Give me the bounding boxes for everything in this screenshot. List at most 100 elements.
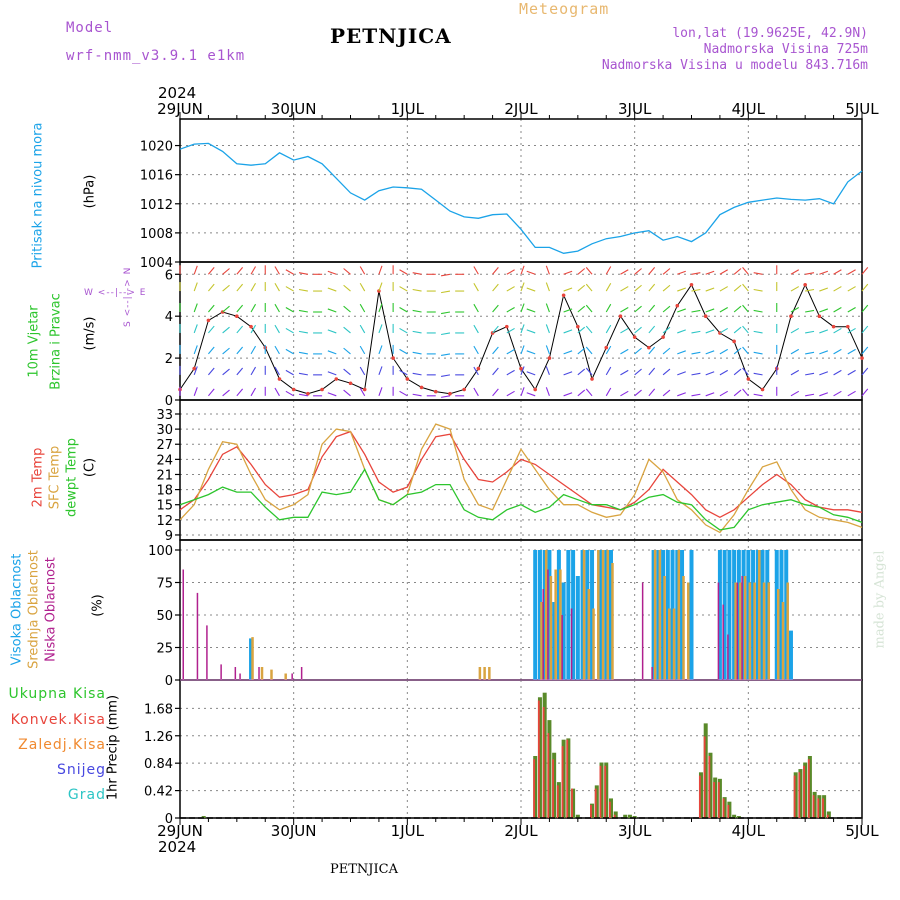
wind-direction-arrow: [274, 324, 280, 334]
wind-direction-arrow: [790, 307, 800, 313]
wind-direction-arrow: [506, 327, 515, 334]
wind-direction-arrow: [577, 389, 586, 397]
wind-direction-arrow: [790, 286, 800, 292]
wind-direction-arrow: [343, 368, 351, 376]
wind-direction-arrow: [236, 346, 244, 355]
lonlat-text: lon,lat (19.9625E, 42.9N): [672, 26, 868, 41]
wind-direction-arrow: [378, 387, 383, 396]
cloud-low-bar: [722, 604, 724, 680]
wind-direction-arrow: [648, 388, 656, 397]
wind-direction-arrow: [691, 393, 701, 397]
wind-direction-arrow: [473, 366, 479, 376]
legend-hail: Grad: [67, 787, 106, 803]
wind-direction-arrow: [577, 326, 586, 334]
wind-direction-arrow: [819, 308, 829, 313]
x-tick-label-bottom: 29JUN: [157, 822, 203, 840]
compass-horizontal: W <--|--> E: [84, 288, 146, 298]
wind-speed-point: [348, 381, 353, 386]
wind-speed-point: [362, 387, 367, 392]
wind-direction-arrow: [662, 389, 671, 397]
wind-direction-arrow: [545, 324, 550, 334]
cloud-high-bar: [784, 550, 789, 680]
wind-direction-arrow: [677, 329, 686, 334]
x-tick-label-top: 29JUN: [157, 100, 203, 118]
wind-direction-arrow: [492, 367, 499, 376]
temp-sfc-line: [179, 423, 863, 534]
y-tick-label: 15: [156, 499, 173, 514]
wind-direction-arrow: [193, 324, 198, 334]
cloud-high-bar: [675, 550, 680, 680]
wind-direction-arrow: [526, 329, 536, 334]
wind-speed-point: [547, 356, 552, 360]
wind-direction-arrow: [677, 392, 686, 397]
precip-total-bar: [812, 791, 817, 818]
y-tick-label: 1.68: [144, 702, 173, 717]
wind-direction-arrow: [605, 387, 612, 397]
precip-convective-bar: [817, 798, 820, 818]
wind-direction-arrow: [193, 282, 198, 292]
precip-convective-bar: [708, 756, 711, 818]
wind-direction-arrow: [399, 390, 408, 397]
model-label: Model: [66, 20, 114, 36]
precip-convective-bar: [803, 765, 805, 818]
meteogram-label: Meteogram: [519, 0, 610, 18]
cloud-mid-bar: [762, 582, 766, 680]
cloud-high-bar: [661, 550, 666, 680]
x-tick-label-top: 4JUL: [732, 100, 766, 118]
wind-direction-arrow: [285, 348, 294, 355]
precip-total-bar: [703, 723, 708, 818]
wind-direction-arrow: [861, 283, 869, 292]
wind-direction-arrow: [285, 307, 294, 313]
wind-direction-arrow: [819, 329, 829, 334]
wind-direction-arrow: [526, 270, 536, 275]
wind-direction-arrow: [545, 282, 550, 292]
cloud-mid-bar: [251, 637, 254, 680]
y-tick-label: 33: [156, 408, 173, 423]
cloud-mid-bar: [682, 576, 685, 680]
wind-direction-arrow: [359, 366, 366, 376]
wind-direction-arrow: [634, 368, 642, 376]
cloud-high-bar: [741, 550, 746, 680]
precip-total-bar: [533, 756, 538, 818]
y-tick-label: 1004: [140, 256, 173, 271]
wind-direction-arrow: [412, 309, 422, 313]
precip-convective-bar: [703, 736, 706, 818]
wind-direction-arrow: [605, 266, 612, 275]
wind-direction-arrow: [742, 388, 749, 397]
wind-direction-arrow: [298, 288, 308, 292]
wind-direction-arrow: [193, 387, 198, 396]
wind-direction-arrow: [620, 390, 629, 397]
cloud-mid-bar: [672, 608, 676, 680]
y-tick-label: 1.26: [144, 730, 173, 745]
wind-speed-point: [703, 314, 708, 318]
cloud-high-bar: [732, 550, 737, 680]
wind-direction-arrow: [250, 366, 257, 376]
cloud-mid-bar: [559, 569, 562, 680]
y-tick-label: 0: [165, 394, 173, 409]
wind-direction-arrow: [298, 309, 308, 313]
wind-speed-point: [689, 282, 694, 287]
wind-direction-arrow: [285, 390, 294, 397]
wind-direction-arrow: [634, 389, 642, 397]
wind-direction-arrow: [412, 330, 422, 334]
model-elevation-text: Nadmorska Visina u modelu 843.716m: [601, 58, 868, 73]
wind-speed-point: [476, 366, 481, 371]
wind-direction-arrow: [620, 286, 629, 292]
wind-direction-arrow: [285, 369, 294, 376]
wind-speed-point: [576, 324, 580, 329]
y-tick-label: 0: [165, 674, 173, 689]
wind-direction-arrow: [805, 309, 815, 313]
wind-direction-arrow: [585, 388, 593, 397]
cloud-high-bar: [571, 550, 576, 680]
wind-direction-arrow: [634, 284, 642, 292]
wind-direction-arrow: [742, 267, 749, 275]
precip-total-bar: [717, 778, 722, 818]
wind-direction-arrow: [648, 346, 656, 355]
cloud-mid-bar: [668, 608, 671, 680]
cloud-high-bar: [537, 550, 542, 680]
precip-total-bar: [571, 788, 576, 818]
wind-direction-arrow: [847, 369, 856, 376]
cloud-mid-bar: [540, 602, 543, 680]
wind-speed-point: [519, 366, 523, 371]
legend-frozen-precip: Zaledj.Kisa: [18, 737, 106, 753]
